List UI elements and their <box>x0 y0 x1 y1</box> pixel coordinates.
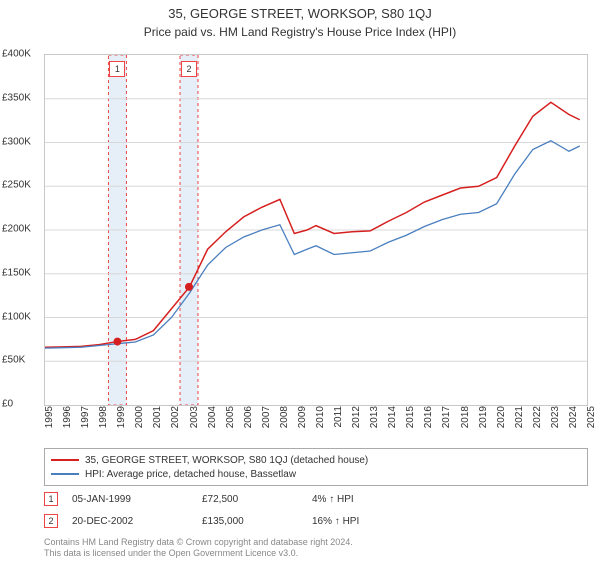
footer-line-1: Contains HM Land Registry data © Crown c… <box>44 537 588 549</box>
page-title: 35, GEORGE STREET, WORKSOP, S80 1QJ <box>0 6 600 21</box>
price-chart: 1 2 <box>44 54 588 406</box>
chart-svg <box>45 55 587 405</box>
sale-price-1: £72,500 <box>202 494 312 505</box>
legend-swatch-2 <box>51 473 79 475</box>
y-tick-label: £200K <box>2 224 31 235</box>
sale-delta-1: 4% ↑ HPI <box>312 494 354 505</box>
sale-marker-2: 2 <box>181 61 197 77</box>
legend-label-2: HPI: Average price, detached house, Bass… <box>85 469 296 480</box>
sale-index-2: 2 <box>44 514 58 528</box>
sale-row-2: 2 20-DEC-2002 £135,000 16% ↑ HPI <box>44 514 588 528</box>
sale-row-1: 1 05-JAN-1999 £72,500 4% ↑ HPI <box>44 492 588 506</box>
x-tick-label: 2025 <box>586 406 600 428</box>
sale-index-1: 1 <box>44 492 58 506</box>
sale-date-2: 20-DEC-2002 <box>72 516 202 527</box>
legend-label-1: 35, GEORGE STREET, WORKSOP, S80 1QJ (det… <box>85 455 368 466</box>
y-tick-label: £400K <box>2 49 31 60</box>
y-tick-label: £250K <box>2 180 31 191</box>
page-subtitle: Price paid vs. HM Land Registry's House … <box>0 25 600 39</box>
sale-marker-1: 1 <box>109 61 125 77</box>
y-tick-label: £50K <box>2 355 25 366</box>
sale-date-1: 05-JAN-1999 <box>72 494 202 505</box>
y-tick-label: £350K <box>2 92 31 103</box>
sale-delta-2: 16% ↑ HPI <box>312 516 359 527</box>
x-axis-labels: 1995199619971998199920002001200220032004… <box>44 404 588 440</box>
legend-swatch-1 <box>51 459 79 461</box>
y-tick-label: £100K <box>2 311 31 322</box>
y-tick-label: £150K <box>2 267 31 278</box>
footer: Contains HM Land Registry data © Crown c… <box>44 537 588 560</box>
footer-line-2: This data is licensed under the Open Gov… <box>44 548 588 560</box>
sale-price-2: £135,000 <box>202 516 312 527</box>
y-tick-label: £0 <box>2 399 13 410</box>
y-tick-label: £300K <box>2 136 31 147</box>
legend: 35, GEORGE STREET, WORKSOP, S80 1QJ (det… <box>44 448 588 486</box>
